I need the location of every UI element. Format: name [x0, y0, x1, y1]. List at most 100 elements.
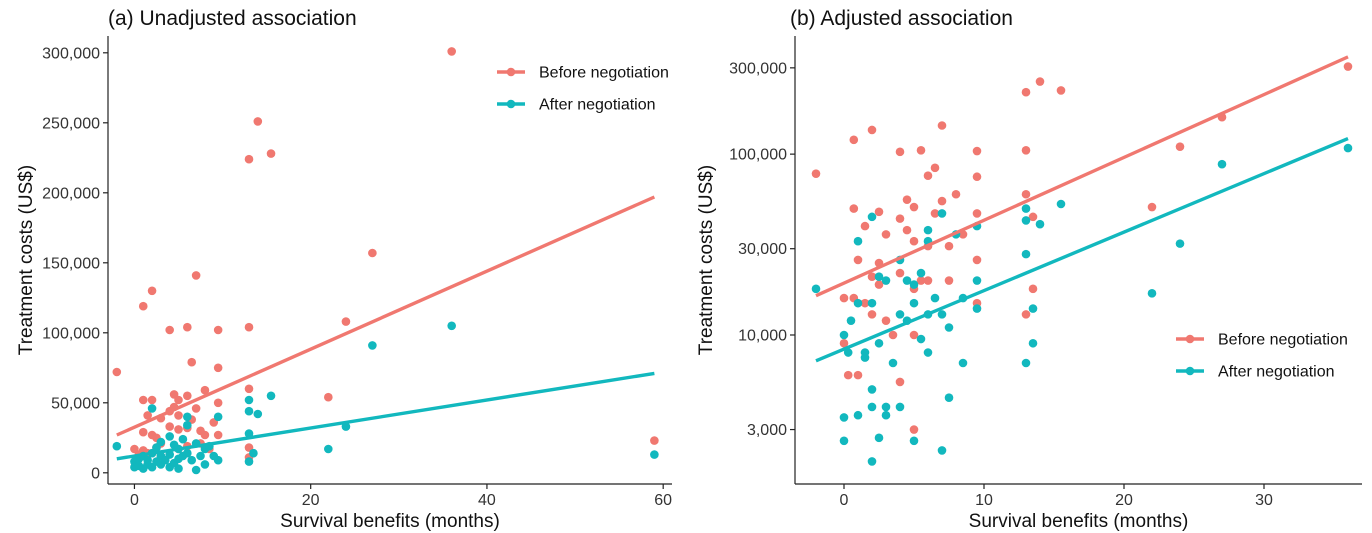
data-point: [191, 404, 201, 413]
data-point: [1217, 159, 1227, 169]
data-point: [930, 163, 940, 173]
data-point: [1147, 289, 1157, 298]
data-point: [1035, 77, 1045, 86]
data-point: [916, 146, 926, 155]
data-point: [895, 377, 905, 387]
data-point: [165, 325, 174, 335]
chart-title: (b) Adjusted association: [790, 7, 1013, 30]
data-point: [909, 298, 919, 308]
data-point: [1021, 189, 1031, 199]
data-point: [249, 448, 258, 458]
data-point: [213, 398, 223, 408]
data-point: [143, 455, 152, 465]
x-tick-label: 60: [654, 492, 672, 509]
data-point: [1021, 87, 1031, 97]
data-point: [916, 276, 926, 285]
data-point: [909, 330, 919, 340]
data-point: [972, 276, 982, 285]
legend-item: After negotiation: [497, 97, 656, 114]
x-axis-label: Survival benefits (months): [280, 511, 500, 532]
data-point: [846, 316, 856, 325]
data-point: [811, 169, 821, 178]
data-point: [138, 427, 148, 437]
data-point: [244, 406, 254, 416]
data-point: [1056, 86, 1066, 95]
data-point: [253, 409, 263, 419]
data-point: [174, 425, 183, 434]
x-axis-label: Survival benefits (months): [969, 511, 1189, 532]
data-point: [951, 189, 961, 199]
data-point: [902, 225, 912, 235]
data-point: [156, 437, 166, 447]
data-point: [324, 392, 333, 402]
data-point: [909, 202, 919, 212]
data-point: [916, 268, 926, 278]
x-tick-label: 30: [1255, 492, 1273, 509]
data-point: [867, 298, 877, 308]
data-point: [112, 367, 122, 377]
data-point: [1021, 310, 1031, 319]
data-point: [183, 420, 192, 430]
data-point: [191, 465, 201, 475]
x-tick-label: 40: [478, 492, 496, 509]
data-point: [187, 357, 197, 367]
series-after-negotiation: [112, 321, 659, 475]
chart-panel-a: (a) Unadjusted association 0 20 40 60 0 50,000…: [16, 7, 672, 532]
legend-label: Before negotiation: [1218, 332, 1348, 349]
data-point: [902, 276, 912, 285]
data-point: [874, 433, 884, 443]
series-after-negotiation: [811, 143, 1353, 466]
data-point: [253, 117, 263, 126]
data-point: [881, 402, 891, 412]
data-point: [860, 298, 870, 308]
y-tick-label: 3,000: [747, 422, 787, 439]
y-tick-label: 50,000: [51, 395, 100, 412]
data-point: [958, 358, 968, 368]
data-point: [944, 241, 954, 251]
data-point: [881, 316, 891, 325]
y-axis-label: Treatment costs (US$): [696, 165, 717, 355]
data-point: [244, 154, 254, 164]
data-point: [183, 322, 192, 332]
data-point: [191, 271, 201, 280]
data-point: [849, 204, 859, 213]
y-tick-label: 300,000: [729, 60, 787, 77]
data-point: [843, 348, 853, 357]
data-point: [266, 391, 276, 401]
data-point: [860, 221, 870, 231]
data-point: [213, 430, 223, 440]
data-point: [888, 330, 898, 340]
data-point: [895, 147, 905, 157]
legend-item: After negotiation: [1176, 364, 1335, 381]
data-point: [200, 430, 210, 440]
data-point: [923, 348, 933, 357]
data-point: [944, 276, 954, 285]
y-tick-label: 100,000: [42, 325, 100, 342]
data-point: [213, 325, 223, 335]
data-point: [183, 448, 192, 458]
data-point: [244, 322, 254, 332]
data-point: [447, 47, 456, 56]
y-tick-label: 150,000: [42, 255, 100, 272]
data-point: [937, 121, 947, 130]
data-point: [930, 293, 940, 303]
data-point: [187, 455, 197, 465]
data-point: [874, 338, 884, 348]
data-point: [853, 255, 863, 265]
data-point: [138, 301, 148, 311]
data-point: [895, 268, 905, 278]
data-point: [1028, 304, 1038, 313]
data-point: [1021, 249, 1031, 259]
data-point: [1175, 142, 1185, 151]
data-point: [324, 444, 333, 454]
data-point: [881, 276, 891, 285]
data-point: [266, 149, 276, 158]
data-point: [1021, 204, 1031, 213]
data-point: [183, 391, 192, 401]
data-point: [1175, 239, 1185, 248]
trend-line-before: [815, 55, 1349, 298]
legend-label: After negotiation: [539, 97, 656, 114]
data-point: [867, 272, 877, 282]
data-point: [165, 432, 174, 441]
